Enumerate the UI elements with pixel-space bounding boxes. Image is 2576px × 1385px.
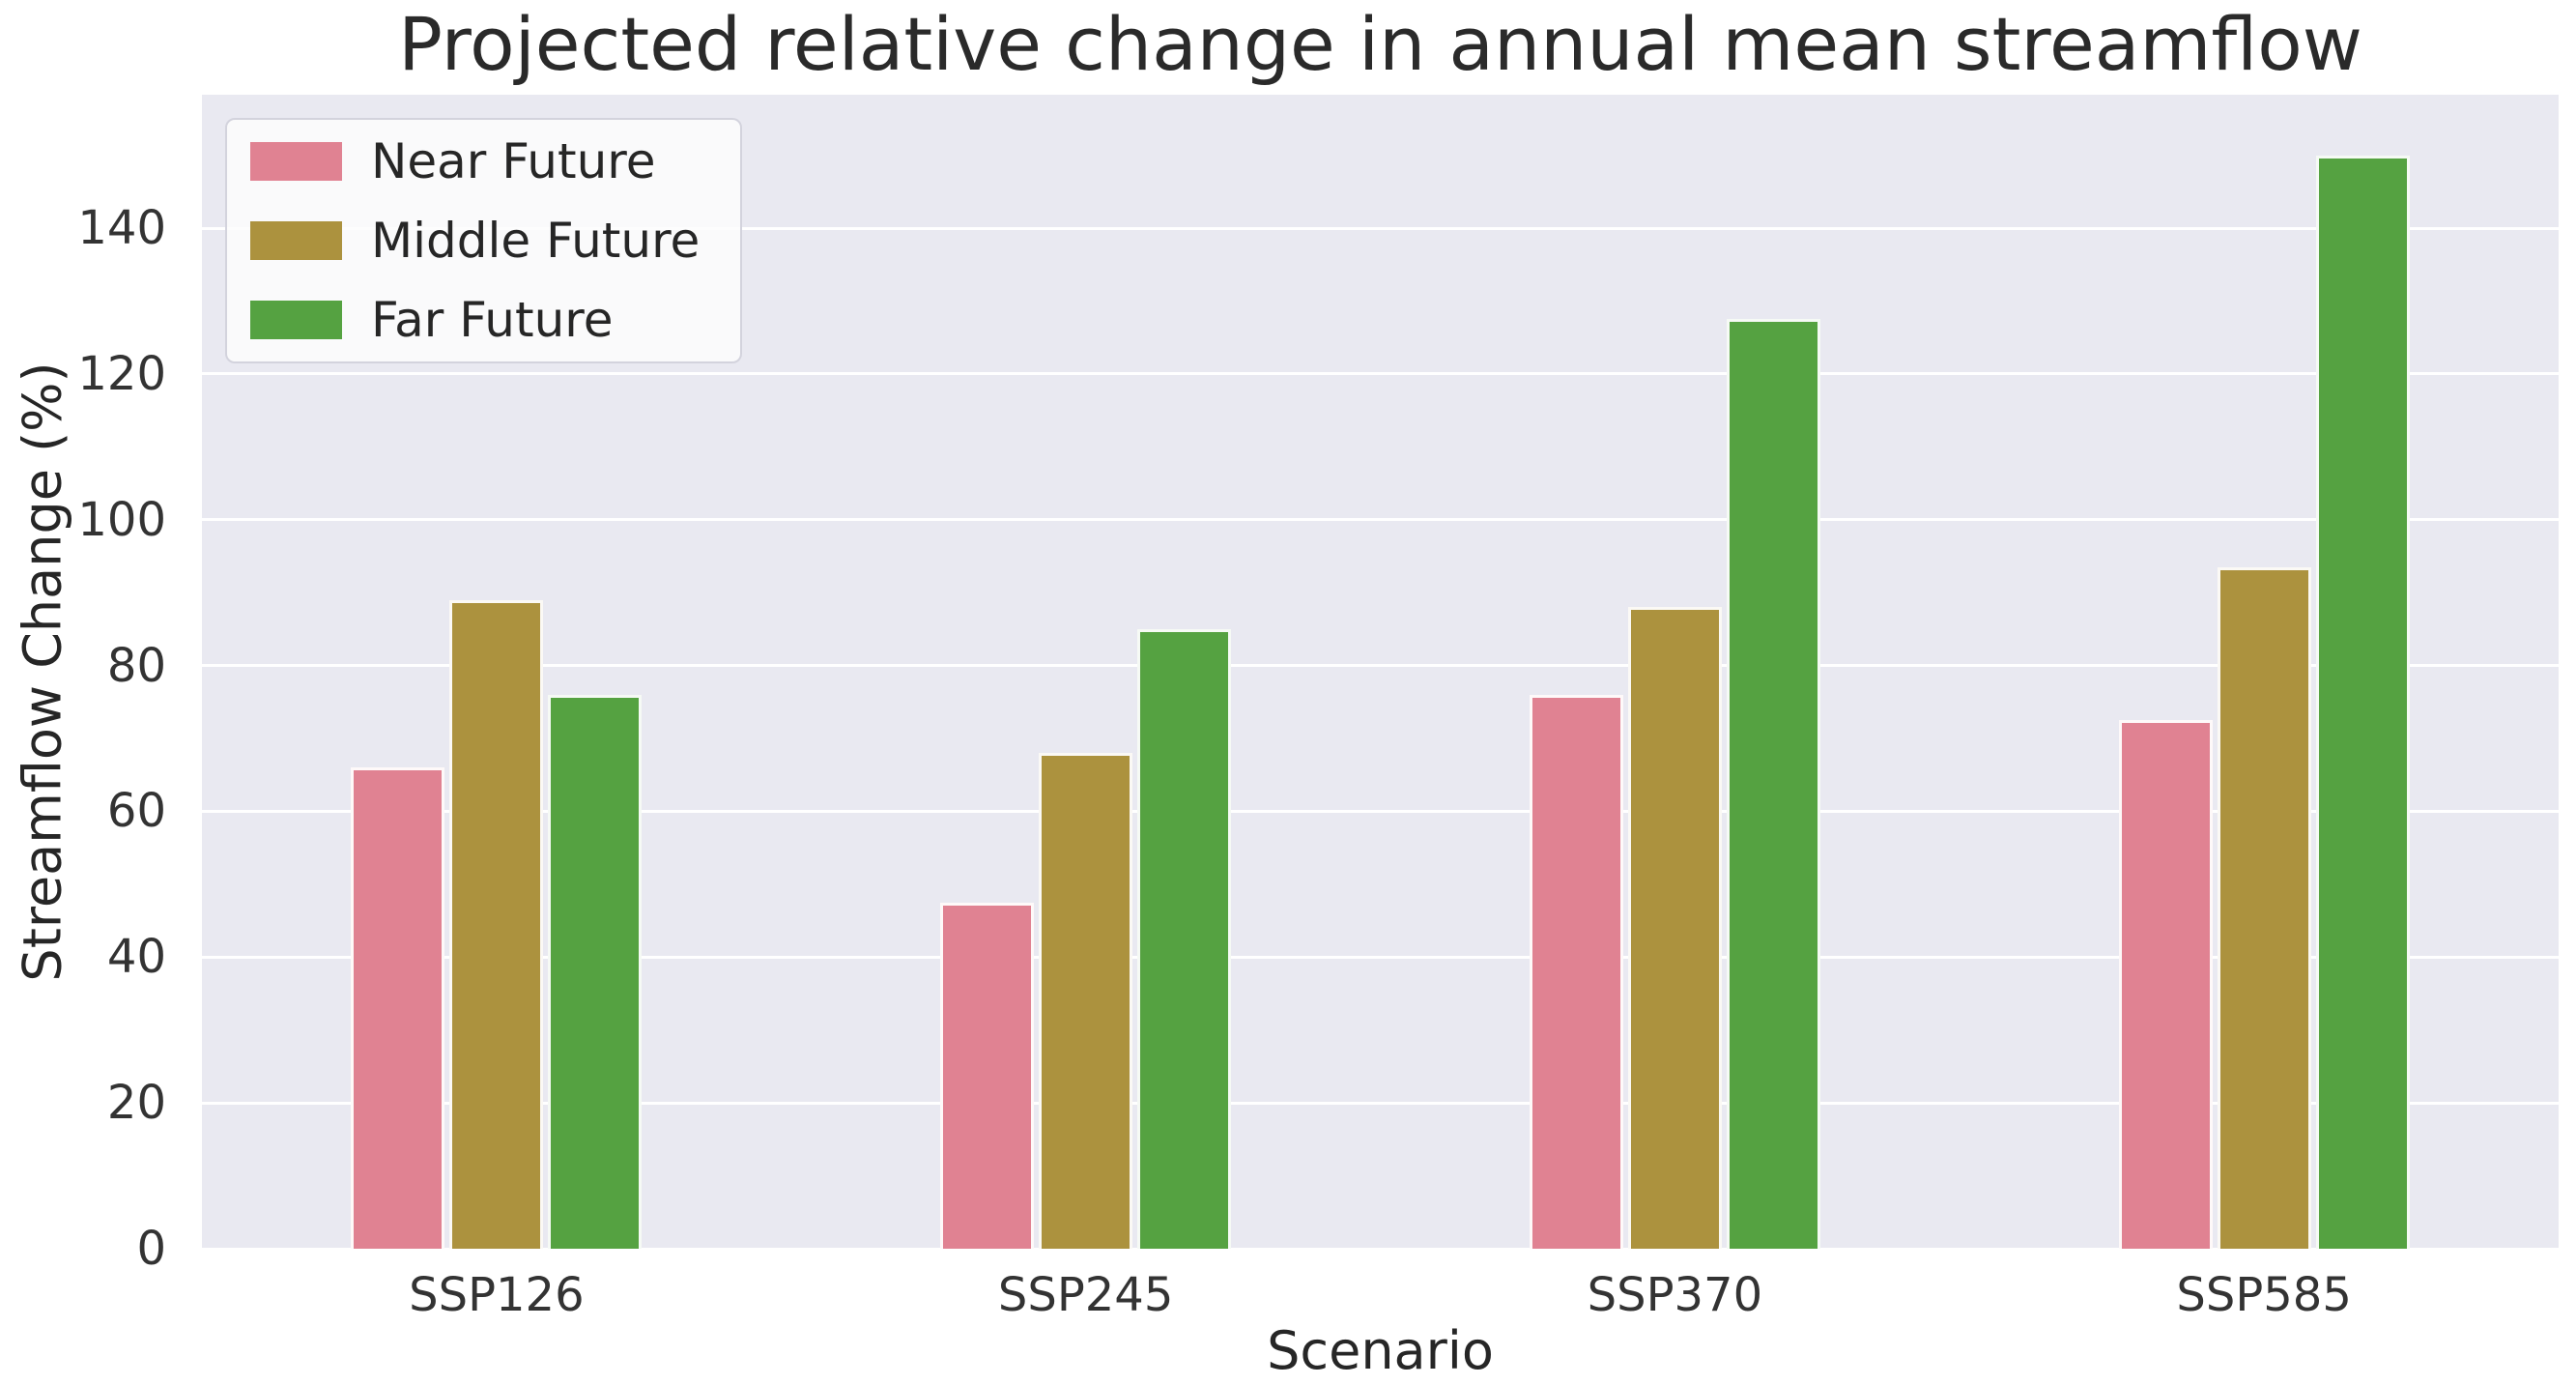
gridline-y-0	[202, 1247, 2559, 1249]
legend-label: Middle Future	[371, 213, 701, 269]
legend-label: Near Future	[371, 133, 656, 189]
y-tick-label-0: 0	[136, 1222, 166, 1276]
bar-ssp370-middle-future	[1627, 607, 1722, 1249]
bar-ssp585-near-future	[2118, 720, 2213, 1249]
y-tick-label-120: 120	[77, 346, 166, 401]
bar-ssp370-far-future	[1726, 319, 1820, 1249]
legend: Near Future Middle Future Far Future	[225, 118, 743, 363]
gridline-y-120	[202, 372, 2559, 376]
y-tick-label-40: 40	[106, 930, 166, 985]
y-tick-label-140: 140	[77, 201, 166, 256]
legend-item-middle-future: Middle Future	[250, 216, 700, 265]
legend-item-far-future: Far Future	[250, 296, 700, 344]
x-axis-label: Scenario	[1267, 1320, 1494, 1381]
gridline-y-60	[202, 809, 2559, 813]
bar-ssp585-far-future	[2315, 155, 2410, 1249]
bar-ssp126-middle-future	[449, 599, 544, 1249]
plot-area	[202, 95, 2559, 1249]
chart-title: Projected relative change in annual mean…	[398, 1, 2362, 87]
bar-ssp370-near-future	[1529, 694, 1623, 1249]
y-axis-label: Streamflow Change (%)	[12, 361, 73, 982]
bar-ssp126-far-future	[548, 694, 643, 1249]
x-tick-label-ssp245: SSP245	[997, 1268, 1174, 1322]
legend-swatch-icon	[250, 301, 342, 339]
gridline-y-100	[202, 518, 2559, 522]
bar-ssp585-middle-future	[2217, 566, 2311, 1249]
y-tick-label-100: 100	[77, 492, 166, 547]
gridline-y-140	[202, 226, 2559, 230]
legend-swatch-icon	[250, 142, 342, 181]
y-tick-label-80: 80	[106, 638, 166, 693]
x-tick-label-ssp585: SSP585	[2176, 1268, 2352, 1322]
bar-ssp245-middle-future	[1039, 753, 1133, 1249]
y-tick-label-20: 20	[106, 1076, 166, 1131]
x-tick-label-ssp126: SSP126	[409, 1268, 585, 1322]
bar-ssp245-far-future	[1137, 628, 1232, 1249]
legend-item-near-future: Near Future	[250, 137, 700, 186]
legend-swatch-icon	[250, 221, 342, 260]
gridline-y-40	[202, 955, 2559, 959]
bar-ssp245-near-future	[940, 902, 1035, 1249]
y-tick-label-60: 60	[106, 784, 166, 839]
legend-label: Far Future	[371, 292, 614, 348]
gridline-y-20	[202, 1101, 2559, 1105]
x-tick-label-ssp370: SSP370	[1587, 1268, 1763, 1322]
bar-ssp126-near-future	[351, 767, 445, 1249]
gridline-y-80	[202, 664, 2559, 668]
